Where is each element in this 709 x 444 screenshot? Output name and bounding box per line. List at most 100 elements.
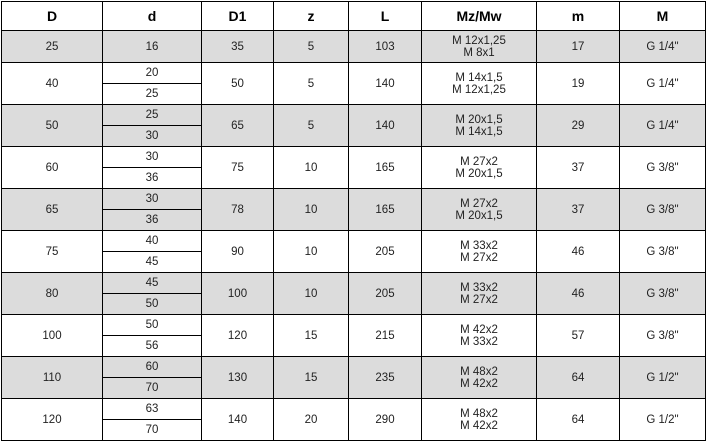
cell-z: 15	[273, 314, 349, 357]
cell-z: 10	[273, 146, 349, 189]
cell-M: G 3/8"	[619, 272, 706, 315]
cell-m: 64	[536, 398, 620, 441]
cell-mz-mw: M 42x2 M 33x2	[421, 314, 537, 357]
cell-D: 40	[1, 62, 103, 105]
cell-D: 120	[1, 398, 103, 441]
cell-L: 290	[348, 398, 422, 441]
cell-mz-mw: M 12x1,25 M 8x1	[421, 30, 537, 63]
cell-z: 10	[273, 230, 349, 273]
cell-z: 10	[273, 272, 349, 315]
thread-size: M 12x1,25	[452, 83, 506, 96]
header-row: D d D1 z L Mz/Mw m M	[1, 1, 706, 31]
cell-d: 56	[102, 335, 202, 357]
header-D: D	[1, 1, 103, 31]
table-row: 120 63 140 20 290 M 48x2 M 42x2 64 G 1/2"	[1, 398, 706, 441]
thread-size: M 33x2	[460, 281, 498, 294]
cell-L: 140	[348, 62, 422, 105]
cell-M: G 3/8"	[619, 188, 706, 231]
cell-m: 37	[536, 188, 620, 231]
table-row: 80 45 100 10 205 M 33x2 M 27x2 46 G 3/8"	[1, 272, 706, 315]
cell-m: 29	[536, 104, 620, 147]
thread-size: M 48x2	[460, 407, 498, 420]
cell-D: 100	[1, 314, 103, 357]
cell-L: 103	[348, 30, 422, 63]
cell-d: 50	[102, 293, 202, 315]
cell-M: G 3/8"	[619, 146, 706, 189]
cell-D: 65	[1, 188, 103, 231]
cell-D1: 65	[201, 104, 274, 147]
cell-D1: 100	[201, 272, 274, 315]
cell-M: G 3/8"	[619, 230, 706, 273]
cell-mz-mw: M 48x2 M 42x2	[421, 398, 537, 441]
cell-d: 45	[102, 272, 202, 294]
cell-L: 205	[348, 272, 422, 315]
cell-M: G 1/2"	[619, 398, 706, 441]
cell-z: 10	[273, 188, 349, 231]
cell-M: G 1/4"	[619, 30, 706, 63]
cell-d: 30	[102, 146, 202, 168]
table-row: 110 60 130 15 235 M 48x2 M 42x2 64 G 1/2"	[1, 356, 706, 399]
cell-L: 165	[348, 188, 422, 231]
table-row: 60 30 75 10 165 M 27x2 M 20x1,5 37 G 3/8"	[1, 146, 706, 189]
cell-d: 36	[102, 209, 202, 231]
cell-mz-mw: M 27x2 M 20x1,5	[421, 188, 537, 231]
cell-D1: 130	[201, 356, 274, 399]
cell-M: G 1/4"	[619, 104, 706, 147]
thread-size: M 42x2	[460, 377, 498, 390]
cell-z: 15	[273, 356, 349, 399]
cell-d: 30	[102, 125, 202, 147]
cell-D: 50	[1, 104, 103, 147]
cell-D1: 50	[201, 62, 274, 105]
thread-size: M 33x2	[460, 335, 498, 348]
header-d: d	[102, 1, 202, 31]
header-mz-mw: Mz/Mw	[421, 1, 537, 31]
cell-D1: 35	[201, 30, 274, 63]
cell-d: 25	[102, 104, 202, 126]
thread-size: M 42x2	[460, 419, 498, 432]
thread-size: M 14x1,5	[455, 125, 503, 138]
cell-M: G 3/8"	[619, 314, 706, 357]
cell-mz-mw: M 27x2 M 20x1,5	[421, 146, 537, 189]
thread-size: M 20x1,5	[455, 113, 503, 126]
cell-m: 19	[536, 62, 620, 105]
thread-size: M 27x2	[460, 251, 498, 264]
table-row: 75 40 90 10 205 M 33x2 M 27x2 46 G 3/8"	[1, 230, 706, 273]
cell-mz-mw: M 20x1,5 M 14x1,5	[421, 104, 537, 147]
thread-size: M 27x2	[460, 155, 498, 168]
header-m: m	[536, 1, 620, 31]
cell-z: 5	[273, 62, 349, 105]
header-z: z	[273, 1, 349, 31]
table-row: 65 30 78 10 165 M 27x2 M 20x1,5 37 G 3/8"	[1, 188, 706, 231]
cell-D1: 140	[201, 398, 274, 441]
cell-D1: 90	[201, 230, 274, 273]
cell-d: 70	[102, 419, 202, 441]
cell-m: 46	[536, 230, 620, 273]
table-row: 50 25 65 5 140 M 20x1,5 M 14x1,5 29 G 1/4"	[1, 104, 706, 147]
cell-L: 215	[348, 314, 422, 357]
cell-d: 40	[102, 230, 202, 252]
cell-L: 165	[348, 146, 422, 189]
cell-m: 57	[536, 314, 620, 357]
header-L: L	[348, 1, 422, 31]
cell-d: 25	[102, 83, 202, 105]
cell-D: 25	[1, 30, 103, 63]
cell-d: 50	[102, 314, 202, 336]
thread-size: M 20x1,5	[455, 209, 503, 222]
cell-L: 205	[348, 230, 422, 273]
table-row: 100 50 120 15 215 M 42x2 M 33x2 57 G 3/8"	[1, 314, 706, 357]
cell-m: 64	[536, 356, 620, 399]
cell-L: 235	[348, 356, 422, 399]
thread-size: M 27x2	[460, 197, 498, 210]
cell-D1: 75	[201, 146, 274, 189]
cell-d: 45	[102, 251, 202, 273]
thread-size: M 8x1	[463, 46, 495, 59]
cell-z: 5	[273, 104, 349, 147]
cell-D: 60	[1, 146, 103, 189]
cell-mz-mw: M 33x2 M 27x2	[421, 272, 537, 315]
thread-size: M 48x2	[460, 365, 498, 378]
cell-d: 20	[102, 62, 202, 84]
thread-size: M 33x2	[460, 239, 498, 252]
table-row: 40 20 50 5 140 M 14x1,5 M 12x1,25 19 G 1/4"	[1, 62, 706, 105]
cell-m: 46	[536, 272, 620, 315]
